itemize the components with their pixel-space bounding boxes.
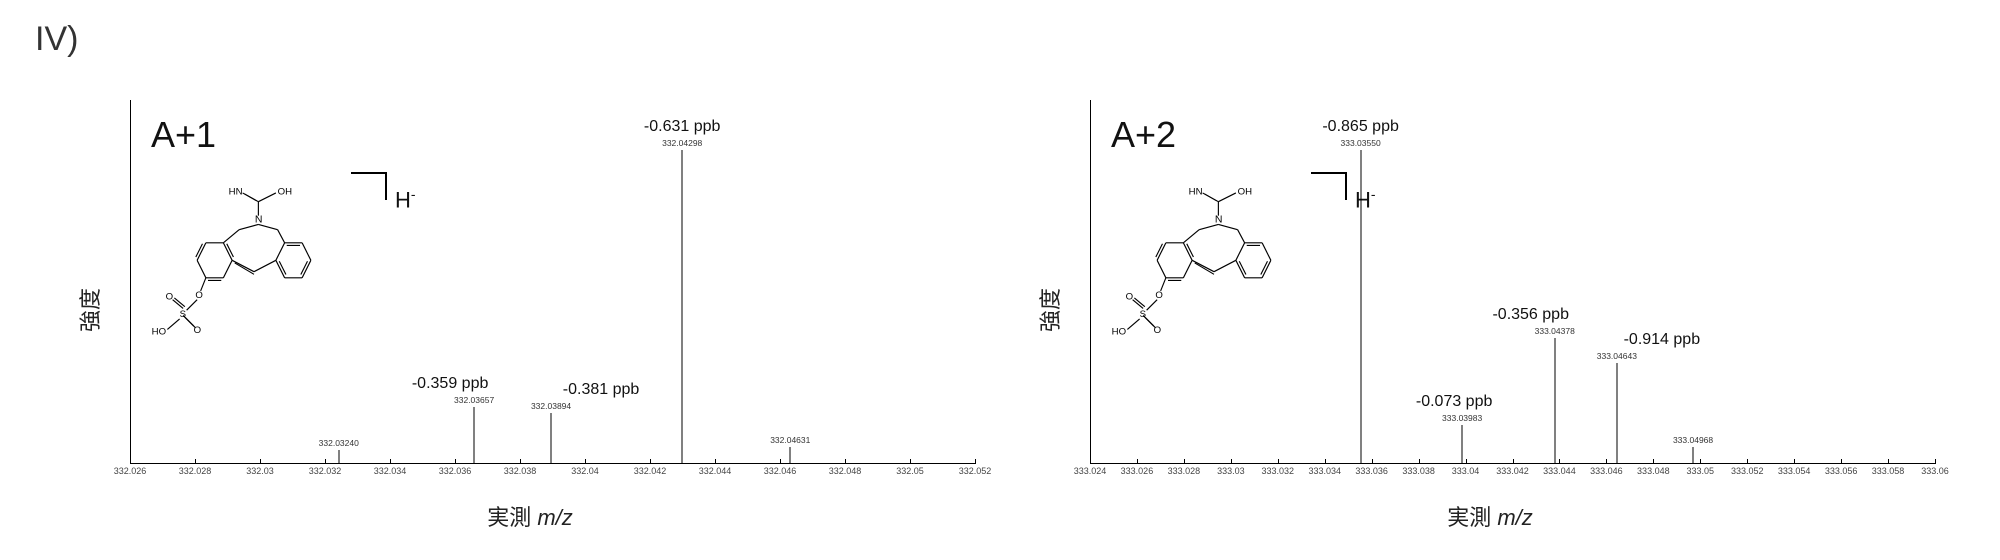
x-tick-label: 333.058 (1872, 466, 1905, 476)
x-tick-label: 333.04 (1452, 466, 1480, 476)
peak-mz-label: 333.03550 (1341, 138, 1381, 148)
peak-ppb-label: -0.631 ppb (644, 118, 721, 136)
peak-mz-label: 332.03894 (531, 401, 571, 411)
x-tick-label: 332.052 (959, 466, 992, 476)
plot-area: A+1NHNOHOSOOHOH-332.03240332.03657-0.359… (130, 100, 975, 464)
ion-charge-label: H- (1355, 186, 1376, 213)
svg-text:O: O (194, 325, 202, 336)
peak-mz-label: 333.04378 (1535, 326, 1575, 336)
plot-area: A+2NHNOHOSOOHOH-333.03550-0.865 ppb333.0… (1090, 100, 1935, 464)
spectrum-peak (338, 450, 339, 463)
x-tick-label: 332.048 (829, 466, 862, 476)
x-tick-label: 333.042 (1496, 466, 1529, 476)
x-tick-label: 332.046 (764, 466, 797, 476)
x-axis-label: 実測 m/z (1447, 500, 1533, 532)
spectrum-peak (474, 407, 475, 463)
peak-mz-label: 332.03240 (319, 438, 359, 448)
x-tick-label: 332.042 (634, 466, 667, 476)
x-tick-label: 332.044 (699, 466, 732, 476)
peak-ppb-label: -0.865 ppb (1322, 118, 1399, 136)
x-tick-label: 333.026 (1121, 466, 1154, 476)
x-tick-label: 332.034 (374, 466, 407, 476)
svg-text:HO: HO (152, 327, 167, 338)
peak-ppb-label: -0.914 ppb (1624, 331, 1701, 349)
x-tick-label: 333.032 (1261, 466, 1294, 476)
spectrum-peak (1360, 150, 1361, 463)
peak-ppb-label: -0.359 ppb (412, 375, 489, 393)
x-ticks: 332.026332.028332.03332.032332.034332.03… (130, 464, 975, 484)
x-tick-label: 333.036 (1355, 466, 1388, 476)
svg-text:OH: OH (1238, 187, 1252, 198)
peak-mz-label: 333.04643 (1597, 351, 1637, 361)
x-axis-label: 実測 m/z (487, 500, 573, 532)
charts-row: 強度実測 m/zA+1NHNOHOSOOHOH-332.03240332.036… (75, 100, 1945, 520)
peak-ppb-label: -0.381 ppb (563, 381, 640, 399)
panel-label: IV) (35, 20, 78, 59)
x-tick-label: 333.06 (1921, 466, 1949, 476)
svg-text:S: S (1140, 309, 1146, 320)
peak-mz-label: 333.04968 (1673, 435, 1713, 445)
peak-ppb-label: -0.356 ppb (1492, 306, 1569, 324)
spectrum-peak (1616, 363, 1617, 463)
spectrum-peak (1693, 447, 1694, 463)
x-tick-label: 332.05 (896, 466, 924, 476)
x-tick-label: 333.024 (1074, 466, 1107, 476)
spectrum-peak (1462, 425, 1463, 463)
svg-text:O: O (1154, 325, 1162, 336)
ion-bracket (351, 172, 387, 200)
spectrum-peak (551, 413, 552, 463)
ion-charge-label: H- (395, 186, 416, 213)
svg-text:O: O (1126, 292, 1134, 303)
x-ticks: 333.024333.026333.028333.03333.032333.03… (1090, 464, 1935, 484)
x-tick-label: 332.036 (439, 466, 472, 476)
x-tick-label: 333.056 (1825, 466, 1858, 476)
svg-text:HN: HN (229, 187, 243, 198)
x-tick-label: 332.028 (179, 466, 212, 476)
spectrum-peak (682, 150, 683, 463)
peak-mz-label: 332.04298 (662, 138, 702, 148)
peak-mz-label: 332.04631 (770, 435, 810, 445)
x-tick-label: 333.034 (1308, 466, 1341, 476)
mass-spectrum-chart: 強度実測 m/zA+1NHNOHOSOOHOH-332.03240332.036… (75, 100, 985, 520)
svg-text:O: O (1155, 290, 1163, 301)
x-tick-label: 333.038 (1402, 466, 1435, 476)
x-tick-label: 333.028 (1168, 466, 1201, 476)
x-tick-label: 332.04 (571, 466, 599, 476)
svg-text:OH: OH (278, 187, 292, 198)
peak-mz-label: 333.03983 (1442, 413, 1482, 423)
y-axis-label: 強度 (1033, 288, 1065, 332)
peak-mz-label: 332.03657 (454, 395, 494, 405)
svg-text:HO: HO (1112, 327, 1127, 338)
y-axis-label: 強度 (73, 288, 105, 332)
spectrum-peak (790, 447, 791, 463)
x-tick-label: 332.03 (246, 466, 274, 476)
x-tick-label: 333.05 (1687, 466, 1715, 476)
x-tick-label: 333.03 (1217, 466, 1245, 476)
spectrum-peak (1554, 338, 1555, 463)
mass-spectrum-chart: 強度実測 m/zA+2NHNOHOSOOHOH-333.03550-0.865 … (1035, 100, 1945, 520)
series-label: A+1 (151, 114, 216, 156)
svg-text:O: O (166, 292, 174, 303)
x-tick-label: 332.032 (309, 466, 342, 476)
x-tick-label: 333.046 (1590, 466, 1623, 476)
peak-ppb-label: -0.073 ppb (1416, 393, 1493, 411)
x-tick-label: 333.052 (1731, 466, 1764, 476)
x-tick-label: 333.048 (1637, 466, 1670, 476)
svg-text:S: S (180, 309, 186, 320)
x-tick-label: 332.026 (114, 466, 147, 476)
x-tick-label: 333.044 (1543, 466, 1576, 476)
x-tick-label: 333.054 (1778, 466, 1811, 476)
x-tick-label: 332.038 (504, 466, 537, 476)
svg-text:O: O (195, 290, 203, 301)
ion-bracket (1311, 172, 1347, 200)
series-label: A+2 (1111, 114, 1176, 156)
svg-text:HN: HN (1189, 187, 1203, 198)
